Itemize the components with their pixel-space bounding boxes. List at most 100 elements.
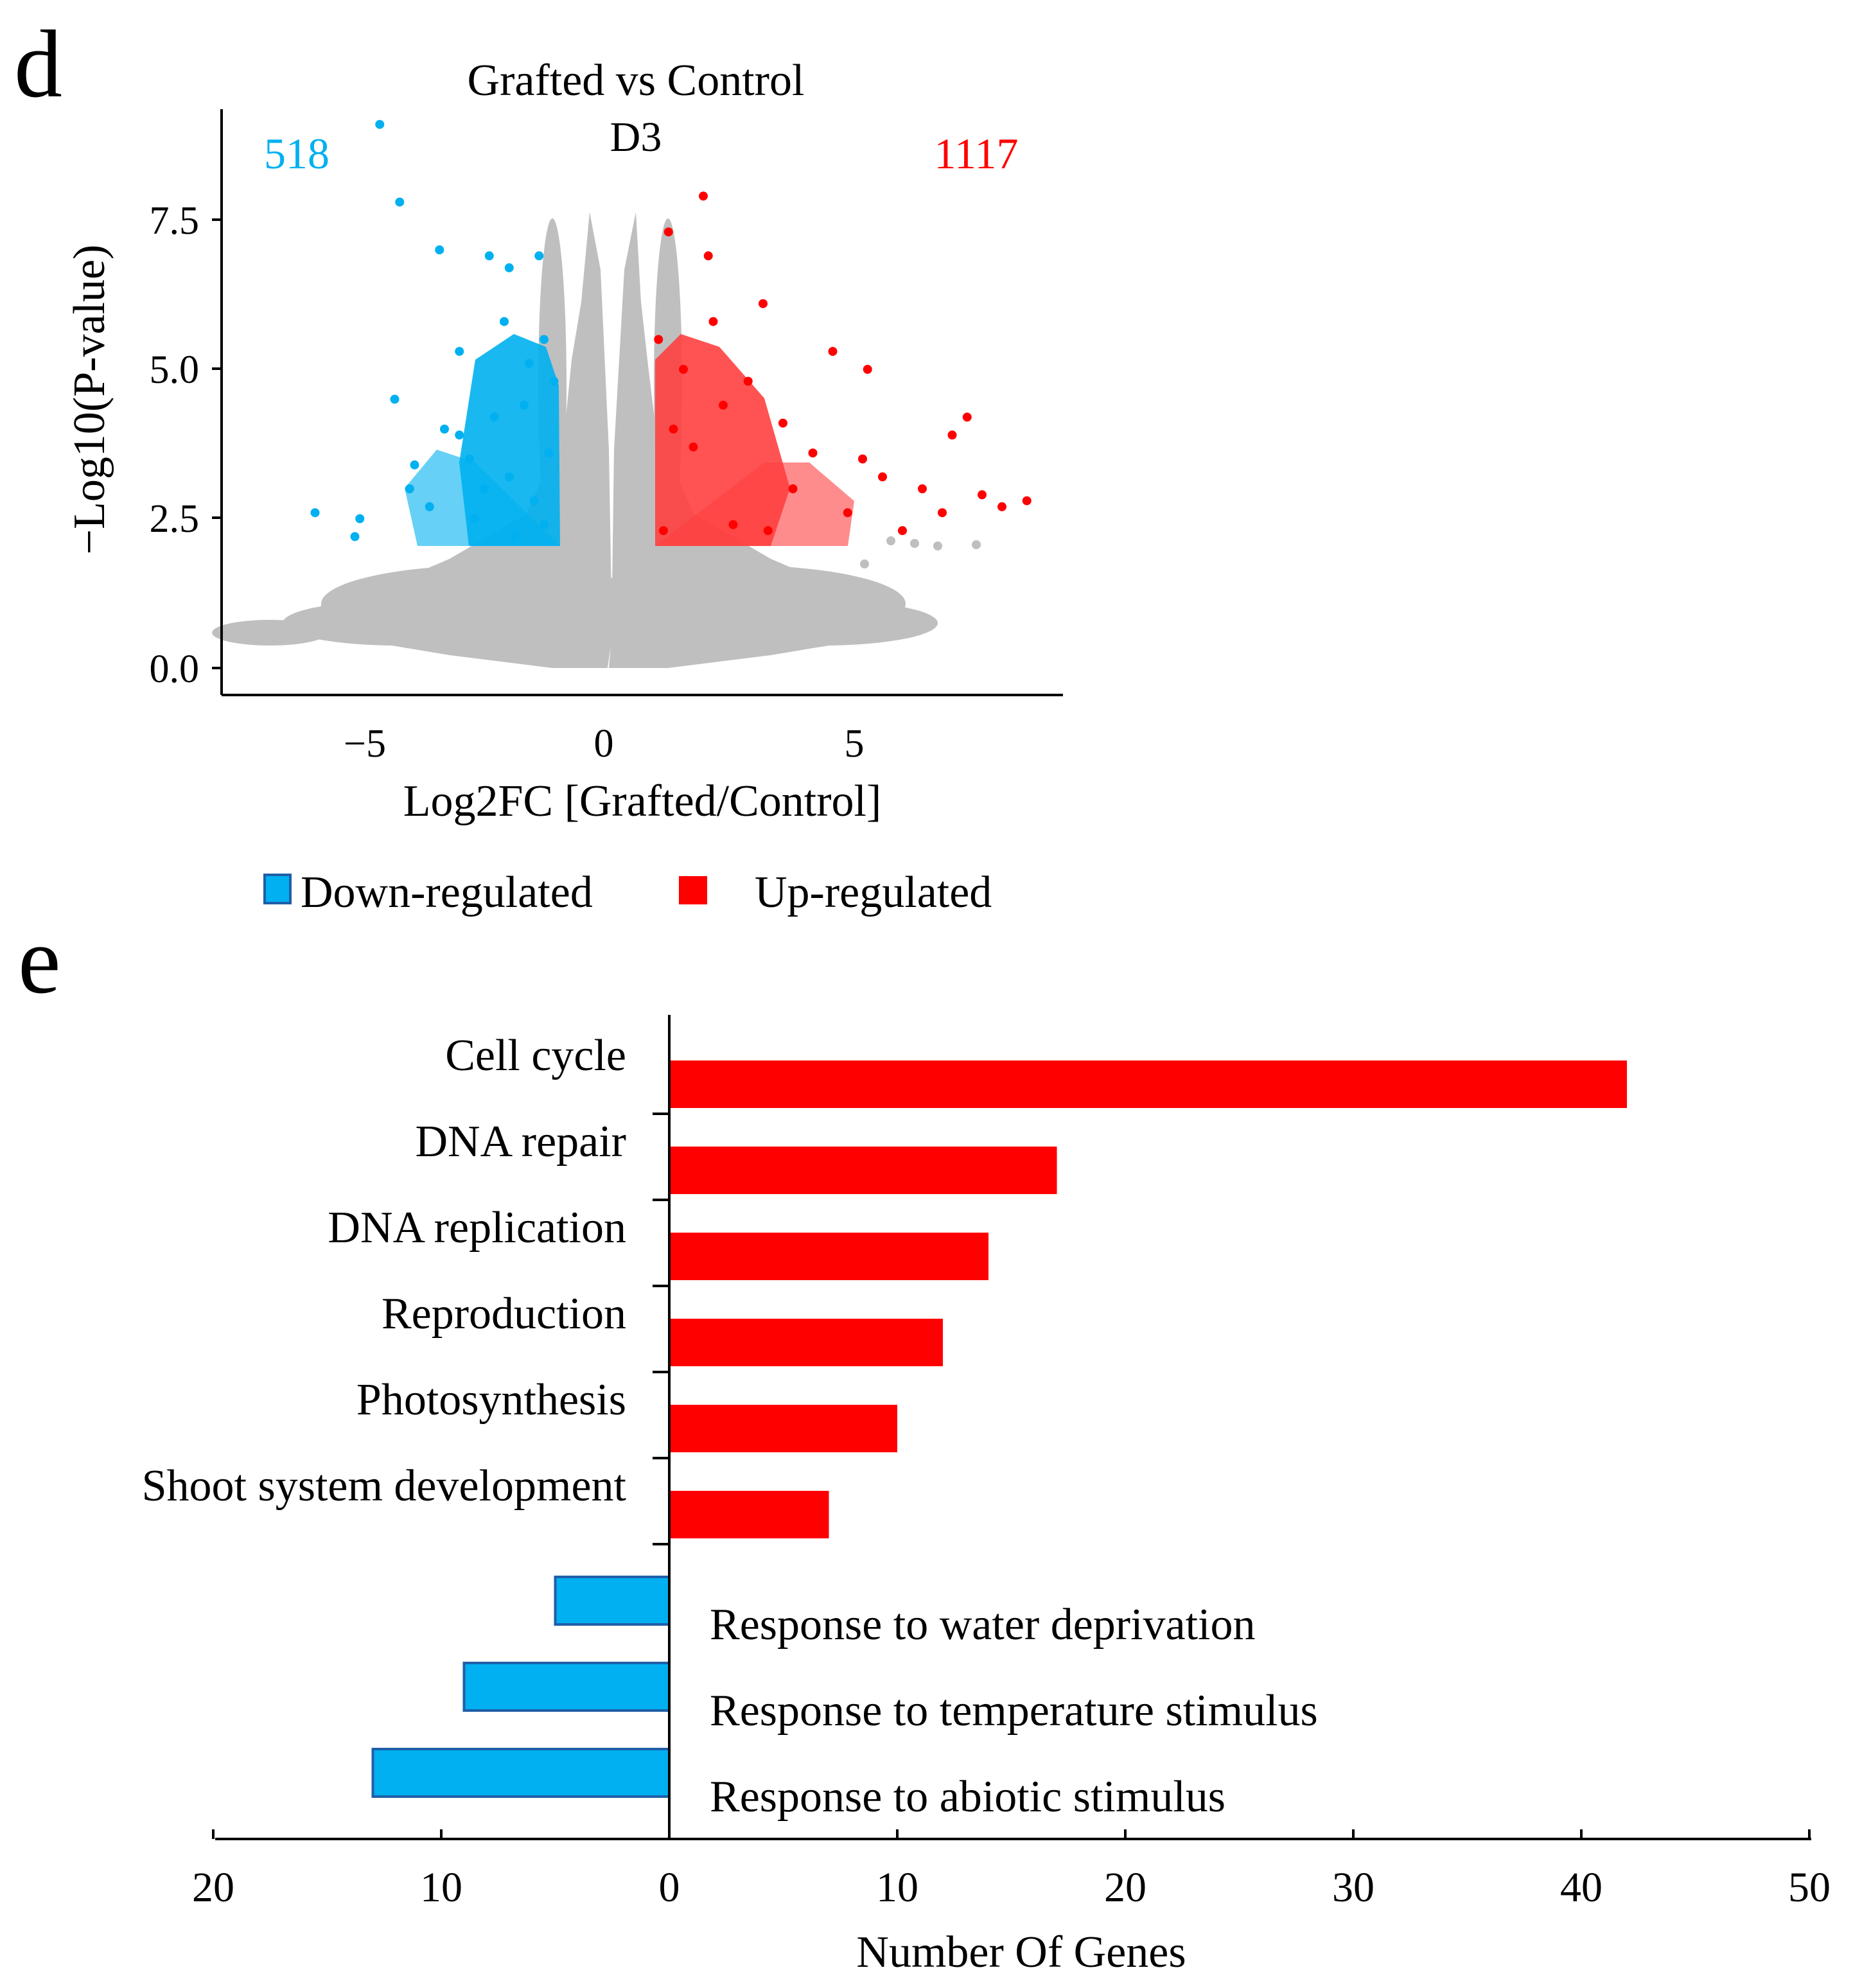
category-label: DNA replication: [328, 1203, 626, 1253]
volcano-y-tick-label: 5.0: [150, 348, 200, 392]
up-regulated-point: [759, 299, 768, 308]
up-regulated-point: [679, 365, 688, 374]
down-regulated-point: [540, 520, 549, 529]
up-regulated-point: [962, 412, 972, 422]
down-regulated-point: [500, 317, 509, 326]
x-tick-label: 50: [1788, 1864, 1831, 1911]
down-regulated-point: [504, 472, 514, 482]
down-regulated-point: [504, 263, 514, 272]
volcano-panel: d Grafted vs Control D3 518 1117: [14, 11, 1063, 917]
down-regulated-point: [489, 412, 499, 422]
down-regulated-point: [534, 251, 544, 261]
volcano-x-tick-label: 0: [594, 722, 614, 766]
up-regulated-point: [843, 508, 852, 518]
legend-label-up: Up-regulated: [755, 868, 992, 917]
up-regulated-cloud: [655, 334, 854, 546]
up-regulated-point: [808, 448, 818, 458]
down-regulated-cloud: [405, 334, 560, 546]
category-ticks: [653, 1113, 669, 1545]
down-regulated-point: [440, 425, 449, 434]
bar-cell-cycle: [669, 1060, 1627, 1108]
down-regulated-point: [484, 251, 494, 261]
x-tick-label: 20: [192, 1864, 234, 1911]
volcano-y-tick-label: 2.5: [150, 497, 200, 541]
up-regulated-point: [918, 484, 927, 493]
up-regulated-point: [1022, 496, 1032, 506]
down-regulated-point: [509, 532, 519, 541]
up-regulated-point: [763, 526, 773, 536]
down-regulated-point: [455, 430, 464, 440]
category-label: Response to water deprivation: [710, 1600, 1256, 1649]
down-regulated-point: [395, 197, 405, 207]
panel-d-label: d: [14, 11, 62, 118]
up-regulated-point: [947, 430, 957, 440]
up-regulated-point: [663, 227, 673, 237]
up-regulated-point: [997, 502, 1006, 511]
down-regulated-point: [425, 502, 434, 511]
go-category-labels: Cell cycle DNA repair DNA replication Repro…: [142, 1031, 1318, 1822]
category-label: Response to abiotic stimulus: [710, 1772, 1225, 1822]
bar-dna-replication: [669, 1233, 988, 1280]
volcano-title: Grafted vs Control: [468, 56, 805, 105]
go-bars: [371, 1060, 1627, 1798]
bar-reproduction: [669, 1319, 943, 1366]
volcano-y-ticks: [212, 218, 222, 669]
up-regulated-point: [743, 376, 753, 386]
down-regulated-point: [540, 335, 549, 344]
bar-x-ticks: 20 10 0 10 20 30 40 50: [192, 1829, 1831, 1911]
up-regulated-point: [703, 251, 713, 261]
volcano-subtitle: D3: [610, 114, 662, 161]
down-regulated-point: [529, 496, 539, 506]
down-regulated-point: [390, 394, 400, 404]
up-regulated-point: [654, 335, 663, 344]
bar-response-to-temperature-stimulus: [462, 1662, 671, 1712]
down-regulated-point: [549, 376, 559, 386]
down-regulated-point: [405, 484, 414, 493]
up-regulated-point: [669, 425, 678, 434]
legend-label-down: Down-regulated: [301, 868, 593, 917]
down-regulated-point: [435, 245, 444, 254]
up-regulated-point: [728, 520, 738, 529]
go-bar-panel: e Cell cycle DNA repair DNA replication Rep…: [18, 907, 1831, 1977]
up-regulated-point: [828, 347, 838, 356]
bar-x-axis-title: Number Of Genes: [856, 1928, 1186, 1977]
category-label: Cell cycle: [445, 1031, 626, 1080]
volcano-y-tick-label: 0.0: [150, 647, 200, 691]
up-regulated-point: [878, 472, 887, 482]
non-significant-cloud: [212, 212, 938, 668]
x-tick-label: 20: [1104, 1864, 1146, 1911]
bar-shoot-system-development: [669, 1491, 829, 1538]
up-regulated-point: [719, 400, 728, 410]
x-tick-label: 10: [420, 1864, 462, 1911]
bar-photosynthesis: [669, 1405, 897, 1452]
panel-e-label: e: [18, 907, 61, 1014]
down-regulated-point: [480, 484, 489, 493]
bar-response-to-abiotic-stimulus: [371, 1748, 671, 1798]
x-tick-label: 0: [659, 1864, 680, 1911]
down-regulated-point: [464, 454, 474, 464]
down-regulated-point: [455, 347, 464, 356]
category-label: Response to temperature stimulus: [710, 1686, 1318, 1736]
volcano-y-axis-title: −Log10(P-value): [65, 245, 114, 555]
up-regulated-point: [898, 526, 907, 536]
volcano-x-axis-title: Log2FC [Grafted/Control]: [403, 777, 882, 826]
x-tick-label: 30: [1332, 1864, 1374, 1911]
category-label: Reproduction: [382, 1289, 626, 1339]
up-regulated-point: [863, 365, 872, 374]
down-regulated-point: [524, 358, 534, 368]
volcano-x-tick-label: −5: [344, 722, 386, 766]
down-regulated-point: [355, 514, 365, 523]
category-label: Photosynthesis: [356, 1375, 626, 1425]
up-regulated-point: [689, 442, 698, 452]
down-regulated-point: [375, 119, 385, 129]
bar-response-to-water-deprivation: [554, 1576, 671, 1626]
up-regulated-point: [778, 418, 787, 428]
x-tick-label: 40: [1560, 1864, 1603, 1911]
legend-swatch-down: [263, 874, 292, 904]
up-regulated-point: [938, 508, 947, 518]
down-regulated-point: [544, 448, 554, 458]
non-significant-outliers: [259, 536, 981, 640]
volcano-points: [310, 119, 1032, 541]
up-regulated-point: [858, 454, 867, 464]
